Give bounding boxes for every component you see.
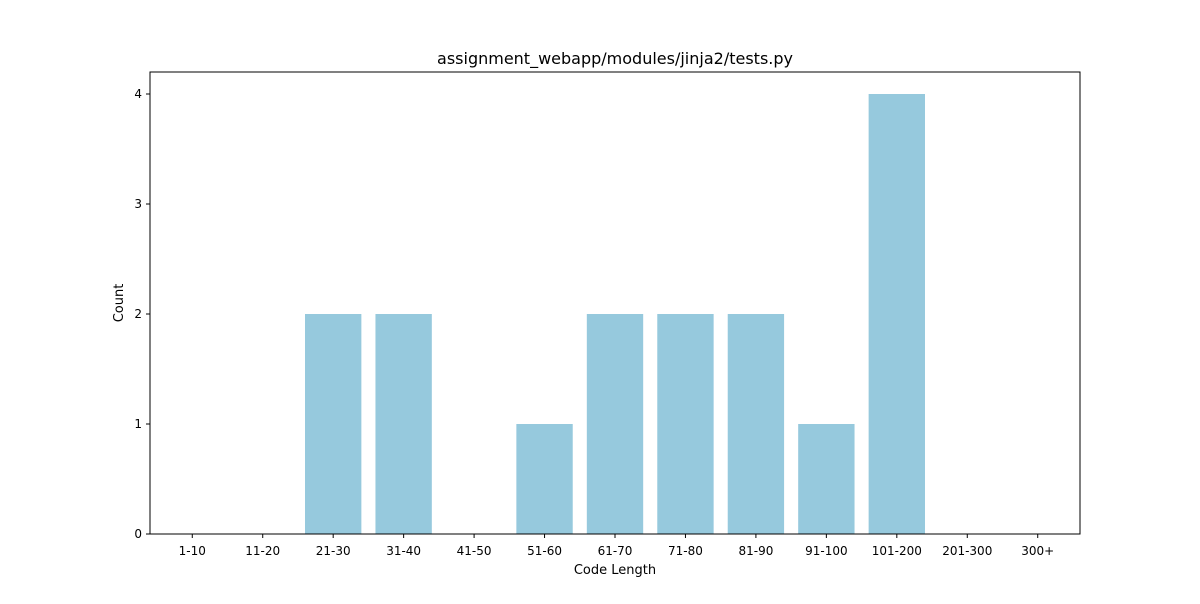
chart-title: assignment_webapp/modules/jinja2/tests.p… [437, 49, 793, 69]
bar-21-30 [305, 314, 361, 534]
y-tick-label: 3 [134, 197, 142, 211]
bars-layer [305, 94, 925, 534]
x-tick-label: 300+ [1021, 544, 1054, 558]
bar-61-70 [587, 314, 643, 534]
x-tick-label: 71-80 [668, 544, 703, 558]
x-tick-label: 51-60 [527, 544, 562, 558]
bar-101-200 [869, 94, 925, 534]
x-tick-label: 41-50 [457, 544, 492, 558]
y-axis-label: Count [112, 284, 127, 323]
x-tick-label: 61-70 [598, 544, 633, 558]
y-tick-label: 2 [134, 307, 142, 321]
x-tick-label: 201-300 [942, 544, 992, 558]
x-tick-label: 31-40 [386, 544, 421, 558]
y-tick-label: 1 [134, 417, 142, 431]
y-axis-ticks: 0 1 2 3 4 [134, 87, 150, 541]
bar-71-80 [657, 314, 713, 534]
bar-81-90 [728, 314, 784, 534]
x-tick-label: 101-200 [872, 544, 922, 558]
x-tick-label: 91-100 [805, 544, 848, 558]
x-tick-label: 1-10 [179, 544, 206, 558]
bar-31-40 [375, 314, 431, 534]
x-tick-label: 21-30 [316, 544, 351, 558]
bar-51-60 [516, 424, 572, 534]
x-tick-label: 11-20 [245, 544, 280, 558]
x-axis-ticks: 1-10 11-20 21-30 31-40 41-50 51-60 61-70 71-80 8… [179, 534, 1055, 558]
y-tick-label: 4 [134, 87, 142, 101]
y-tick-label: 0 [134, 527, 142, 541]
bar-91-100 [798, 424, 854, 534]
x-axis-label: Code Length [574, 563, 656, 578]
x-tick-label: 81-90 [738, 544, 773, 558]
